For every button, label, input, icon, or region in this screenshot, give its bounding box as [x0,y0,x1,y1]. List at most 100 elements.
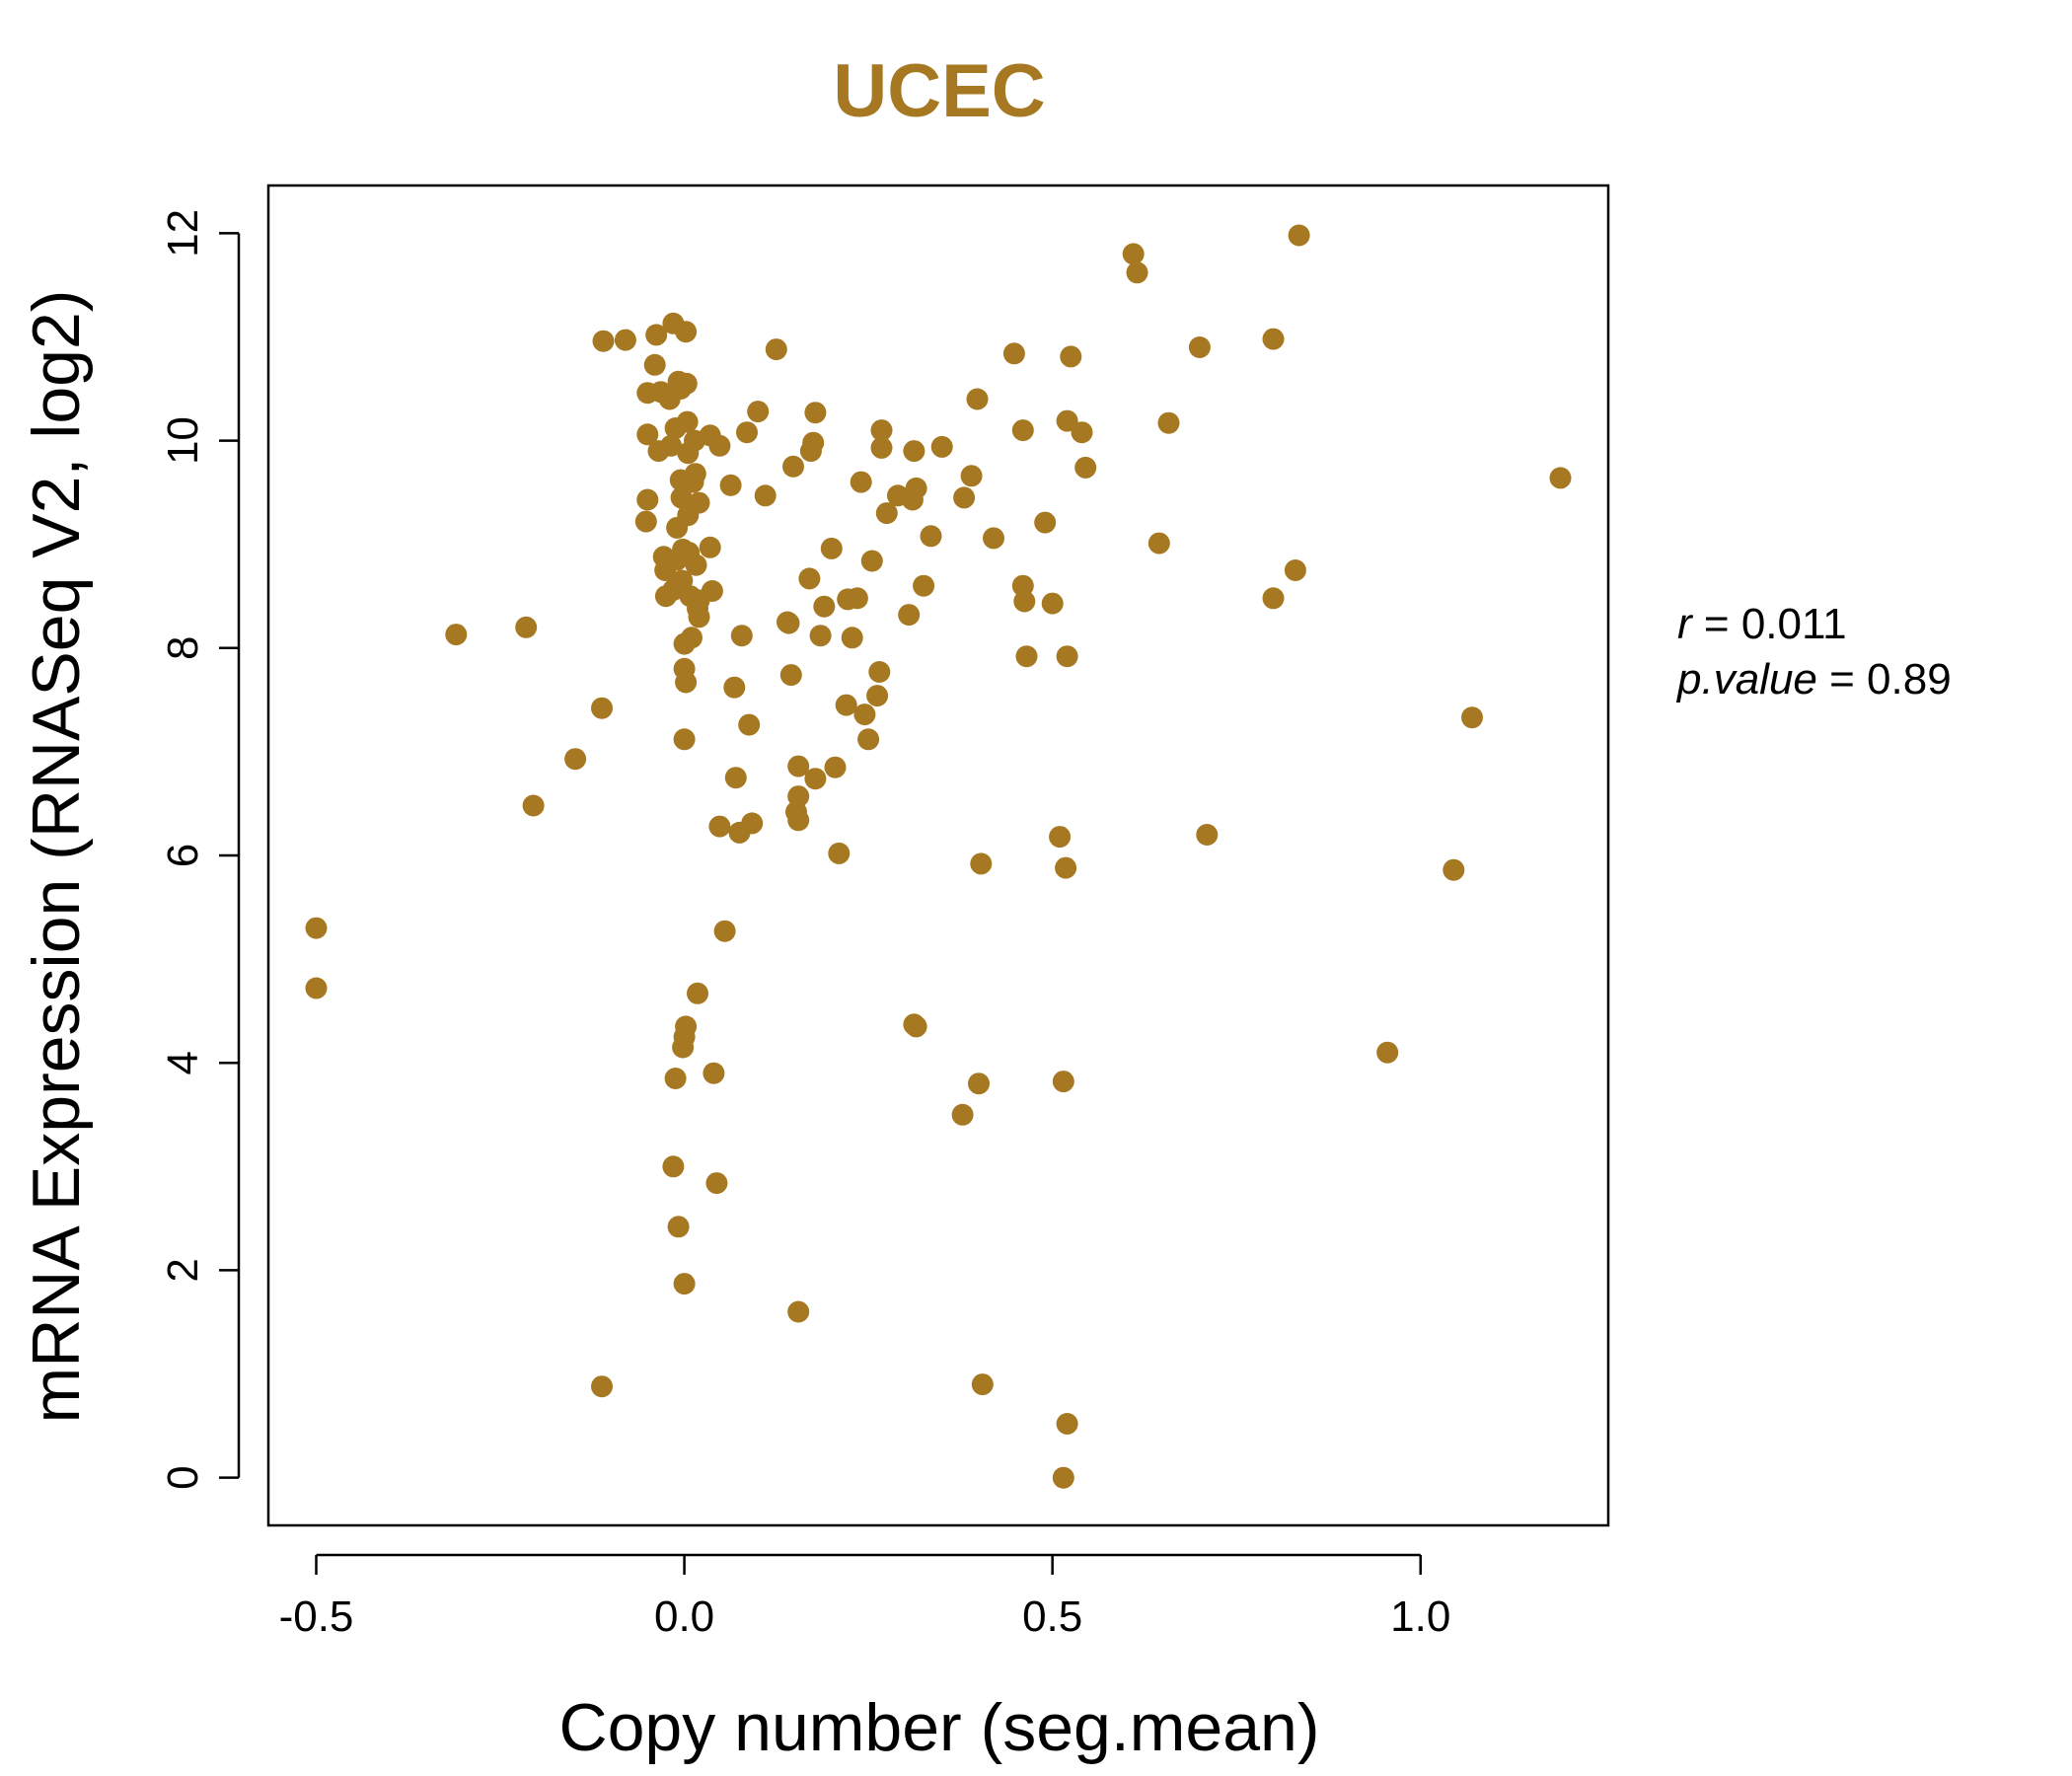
data-point [953,486,976,509]
data-point [765,338,787,361]
data-point [824,756,847,778]
data-point [1055,856,1077,879]
data-point [804,768,827,790]
data-point [730,625,753,647]
data-point [1262,328,1285,350]
r-statistic: r = 0.011 [1677,600,1847,648]
p-label: p.value [1675,655,1817,703]
data-point [850,471,872,493]
data-point [1074,456,1097,479]
data-point [970,852,993,875]
data-point [1034,511,1057,534]
data-point [853,703,876,726]
data-point [660,434,683,457]
data-point [688,606,710,629]
data-point [903,440,925,463]
y-tick-label: 2 [159,1258,207,1282]
x-axis: -0.5 0.0 0.5 1.0 [279,1553,1450,1641]
data-point [614,329,636,351]
data-point [860,550,883,572]
data-point [804,402,827,424]
data-point [820,537,843,559]
data-point [835,694,857,716]
data-point [1013,590,1036,613]
data-point [1002,342,1025,365]
data-point [1052,1071,1074,1093]
data-point [809,625,832,647]
data-point [857,728,880,751]
data-point [1188,336,1211,358]
stats-annotation: r = 0.011 p.value = 0.89 [1675,600,1952,703]
data-point [1126,261,1148,284]
data-point [1011,574,1034,597]
y-tick-label: 12 [159,209,207,258]
data-point [798,567,821,590]
data-point [868,661,891,683]
data-point [828,842,851,864]
r-value: 0.011 [1741,600,1847,648]
data-point [870,419,893,442]
data-point [643,353,666,376]
data-point [636,488,659,511]
data-point [1011,419,1034,442]
data-point [1060,345,1082,368]
data-point [951,1103,974,1126]
data-point [701,580,723,602]
data-point [1549,467,1572,489]
data-point [1288,224,1310,247]
data-point [777,612,800,634]
data-point [667,1216,690,1238]
data-point [1443,858,1465,881]
data-point [1052,1466,1074,1489]
data-point [1015,645,1038,668]
data-point [1147,532,1170,555]
data-point [1056,409,1078,432]
data-point [591,697,613,719]
data-point [966,388,989,410]
data-point [1157,411,1180,434]
data-point [708,815,731,838]
data-point [747,401,770,423]
data-point [920,525,942,548]
data-point [305,917,328,939]
x-axis-label: Copy number (seg.mean) [558,1690,1319,1765]
r-label: r [1677,600,1694,648]
y-tick-label: 10 [159,416,207,465]
data-point [1196,824,1219,846]
data-point [898,604,921,627]
data-point [905,477,927,499]
y-tick-label: 4 [159,1051,207,1074]
data-point [645,324,668,346]
data-point [983,527,1004,550]
data-point [905,1015,927,1038]
data-point [515,616,538,638]
data-point [913,574,935,597]
points-layer [305,224,1572,1489]
data-point [684,463,706,485]
x-tick-label: 0.0 [654,1592,714,1641]
chart-title: UCEC [833,49,1045,133]
data-point [971,1373,994,1396]
data-point [813,595,836,618]
data-point [634,510,657,533]
data-point [522,794,545,817]
data-point [875,502,898,525]
data-point [713,920,736,942]
data-point [1071,421,1093,444]
data-point [719,474,742,496]
data-point [592,330,615,352]
data-point [968,1073,990,1095]
data-point [670,486,693,509]
data-point [754,484,777,507]
data-point [708,434,731,457]
x-tick-label: 0.5 [1022,1592,1082,1641]
data-point [636,423,659,446]
data-point [960,465,983,487]
data-point [1262,587,1285,610]
p-value-statistic: p.value = 0.89 [1675,655,1952,703]
data-point [705,1172,728,1195]
data-point [870,436,893,459]
data-point [741,812,764,835]
data-point [675,321,698,343]
